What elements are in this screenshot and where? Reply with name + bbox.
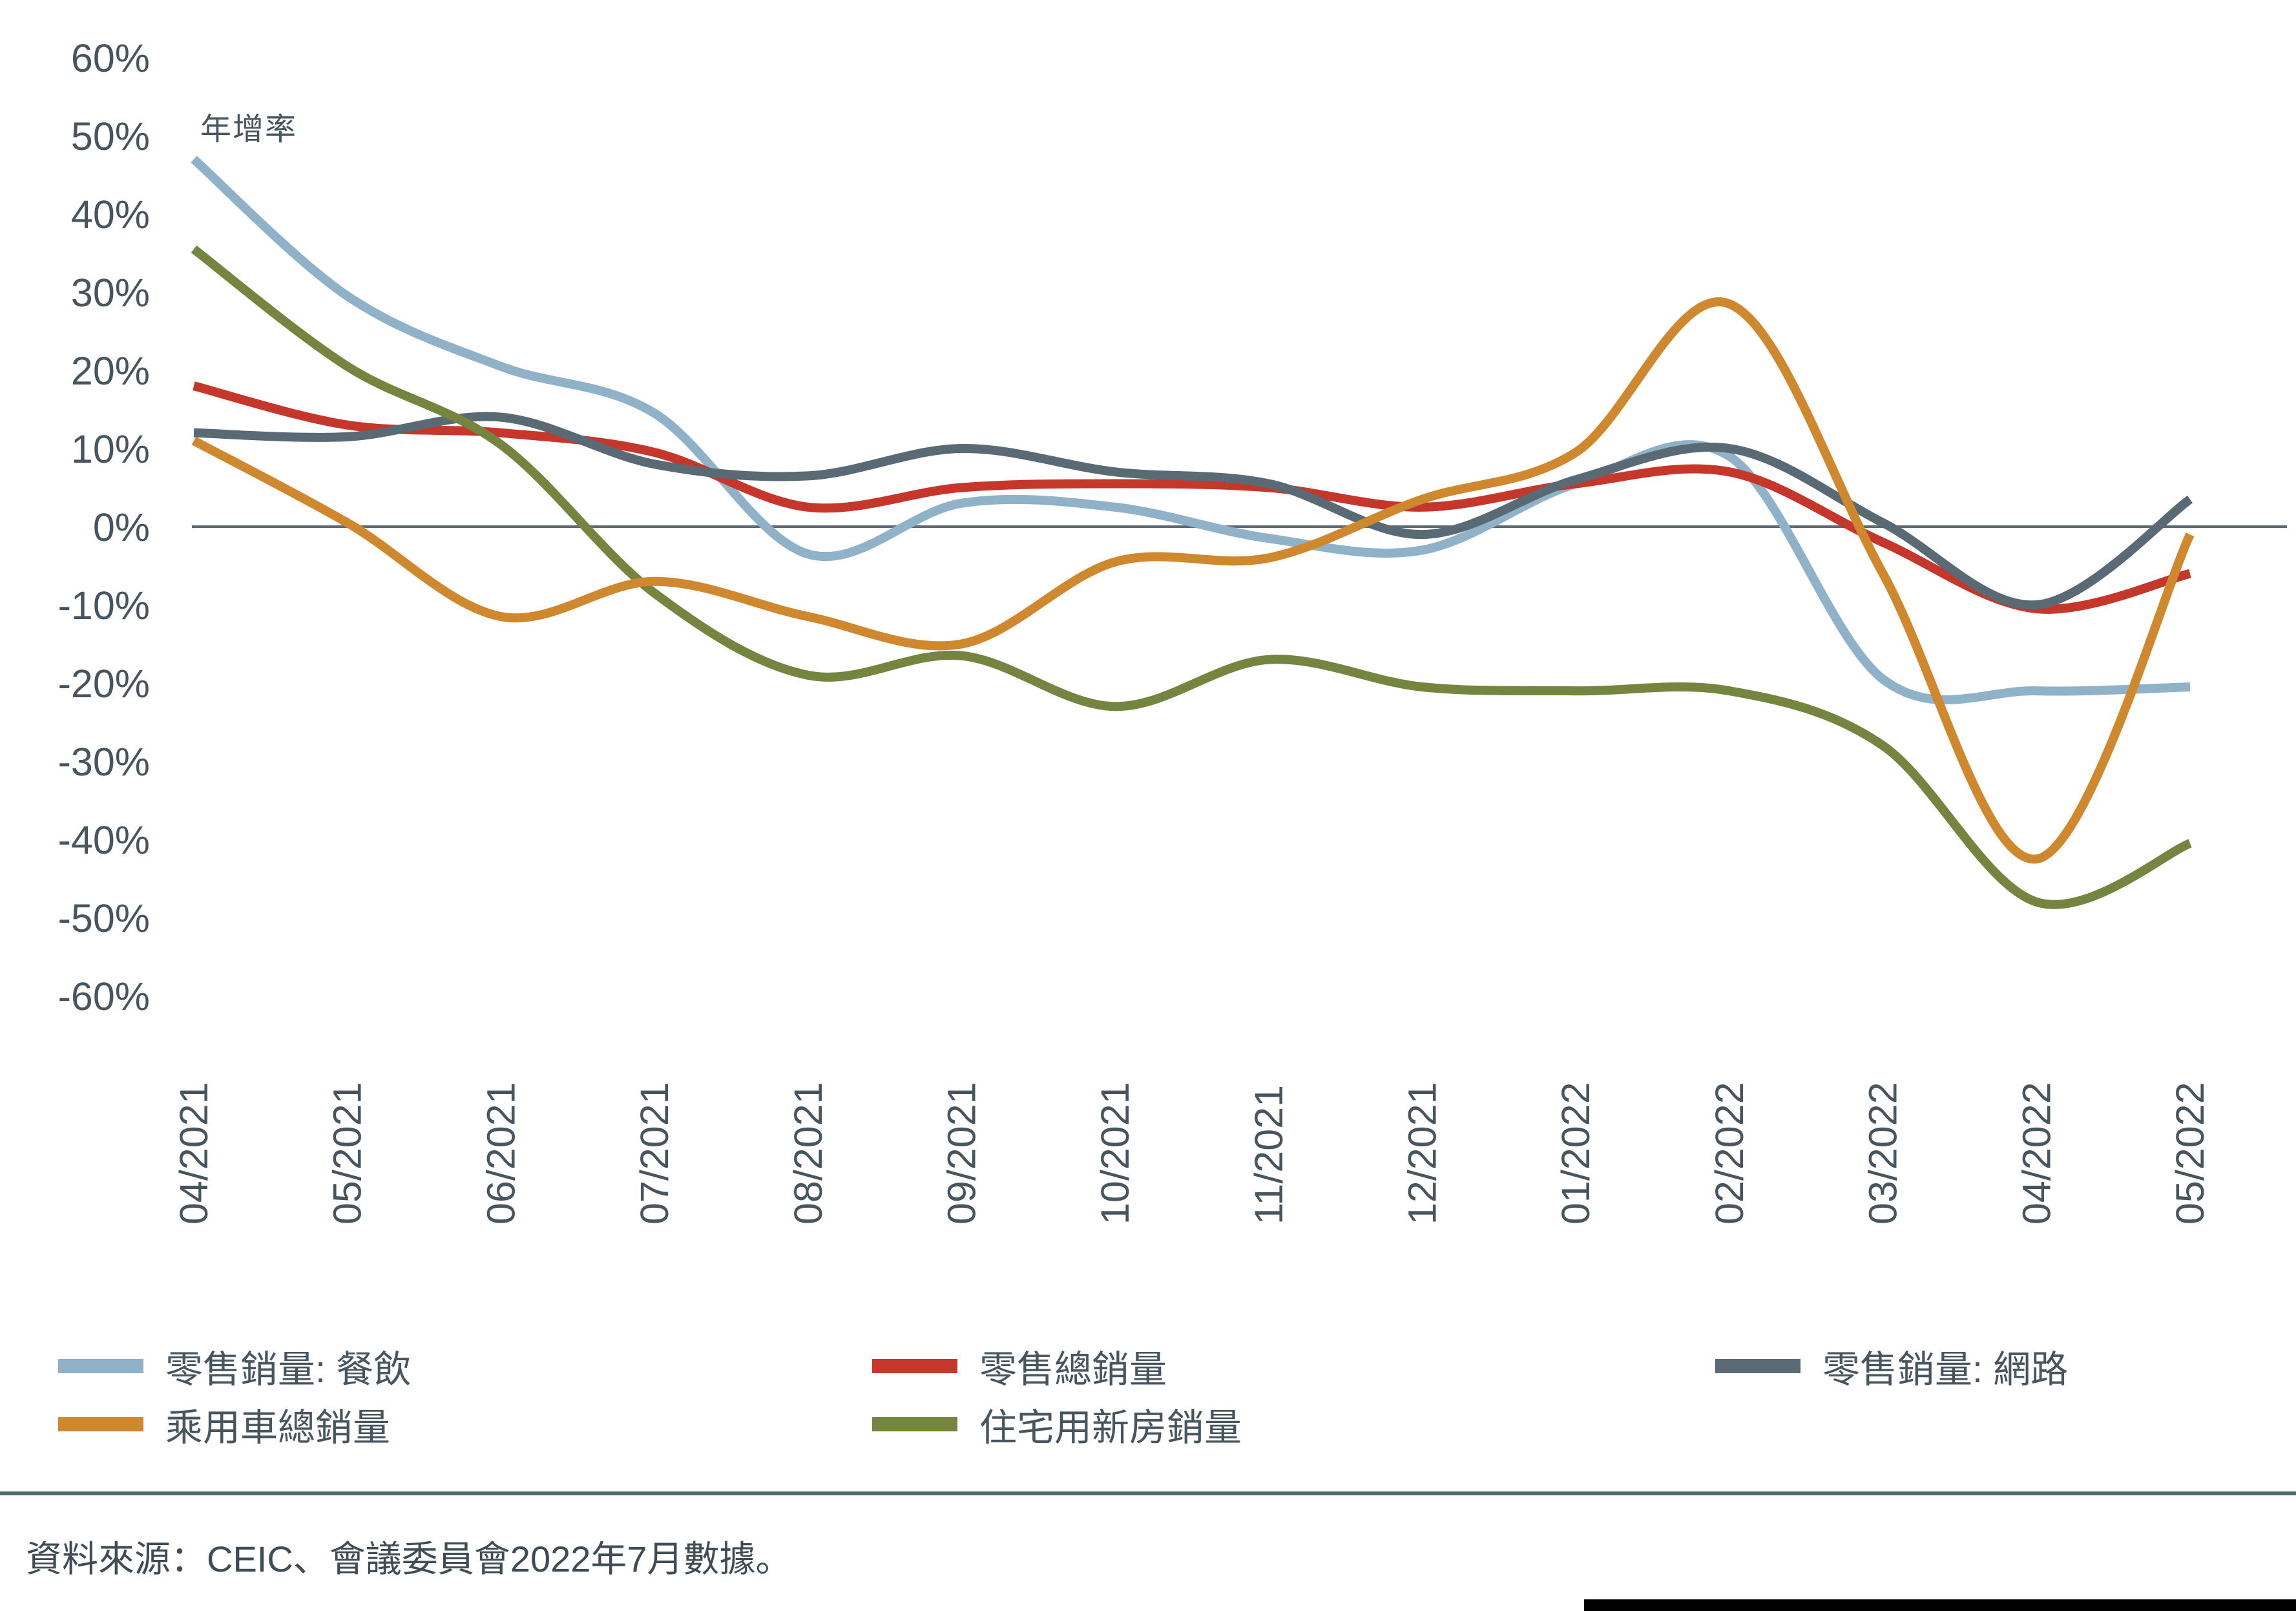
legend-label: 零售銷量: 網路 — [1822, 1349, 2069, 1391]
series-line-2 — [193, 381, 2191, 614]
separator-line — [0, 1491, 2296, 1495]
legend-item: 零售總銷量 — [872, 1339, 1167, 1393]
y-axis-tick-label: 50% — [71, 114, 150, 158]
y-axis-tick-label: 10% — [71, 427, 150, 471]
x-axis-tick-label: 10/2021 — [1093, 1082, 1137, 1225]
y-axis-tick-label: 0% — [93, 505, 150, 549]
legend-swatch — [872, 1359, 957, 1373]
y-axis-tick-label: -40% — [58, 818, 150, 862]
legend-item: 零售銷量: 餐飲 — [58, 1339, 411, 1393]
legend-label: 住宅用新房銷量 — [979, 1407, 1242, 1449]
y-axis-tick-label: -60% — [58, 974, 150, 1018]
series-line-4 — [191, 297, 2195, 864]
y-axis-title: 年增率 — [200, 112, 298, 147]
x-axis-tick-label: 11/2021 — [1247, 1085, 1291, 1225]
legend-item: 零售銷量: 網路 — [1715, 1339, 2068, 1393]
x-axis-tick-label: 04/2022 — [2014, 1082, 2058, 1225]
x-axis-tick-label: 03/2022 — [1861, 1082, 1905, 1225]
legend-item: 乘用車總銷量 — [58, 1397, 390, 1451]
series-line-3 — [193, 412, 2193, 610]
legend-item: 住宅用新房銷量 — [872, 1397, 1242, 1451]
x-axis-tick-label: 05/2022 — [2168, 1082, 2212, 1225]
y-axis-tick-label: -10% — [58, 584, 150, 627]
legend-label: 乘用車總銷量 — [165, 1407, 391, 1449]
x-axis-tick-label: 07/2021 — [632, 1082, 676, 1225]
series-line-1 — [191, 156, 2191, 704]
x-axis-tick-label: 08/2021 — [786, 1082, 830, 1225]
x-axis-tick-label: 05/2021 — [326, 1082, 370, 1225]
source-text: 資料來源：CEIC、會議委員會2022年7月數據。 — [26, 1539, 792, 1579]
x-axis-tick-label: 01/2022 — [1554, 1082, 1598, 1225]
y-axis-tick-label: 60% — [71, 36, 150, 80]
x-axis-tick-label: 02/2022 — [1707, 1082, 1751, 1225]
x-axis-tick-label: 12/2021 — [1401, 1082, 1445, 1225]
bottom-right-black-bar — [1584, 1599, 2296, 1611]
x-axis-tick-label: 04/2021 — [172, 1082, 216, 1225]
y-axis-tick-label: 30% — [71, 271, 150, 315]
legend-swatch — [58, 1359, 143, 1373]
x-axis-tick-label: 06/2021 — [479, 1082, 523, 1225]
x-axis-tick-label: 09/2021 — [939, 1082, 983, 1225]
y-axis-tick-label: -30% — [58, 740, 150, 784]
y-axis-tick-label: -20% — [58, 662, 150, 706]
legend-label: 零售銷量: 餐飲 — [165, 1349, 412, 1391]
y-axis-tick-label: 40% — [71, 193, 150, 237]
y-axis-tick-label: 20% — [71, 349, 150, 393]
legend-swatch — [1715, 1359, 1800, 1373]
y-axis-tick-label: -50% — [58, 896, 150, 940]
legend-swatch — [58, 1417, 143, 1431]
series-line-5 — [191, 245, 2192, 909]
legend-swatch — [872, 1417, 957, 1431]
legend-label: 零售總銷量 — [979, 1349, 1167, 1391]
